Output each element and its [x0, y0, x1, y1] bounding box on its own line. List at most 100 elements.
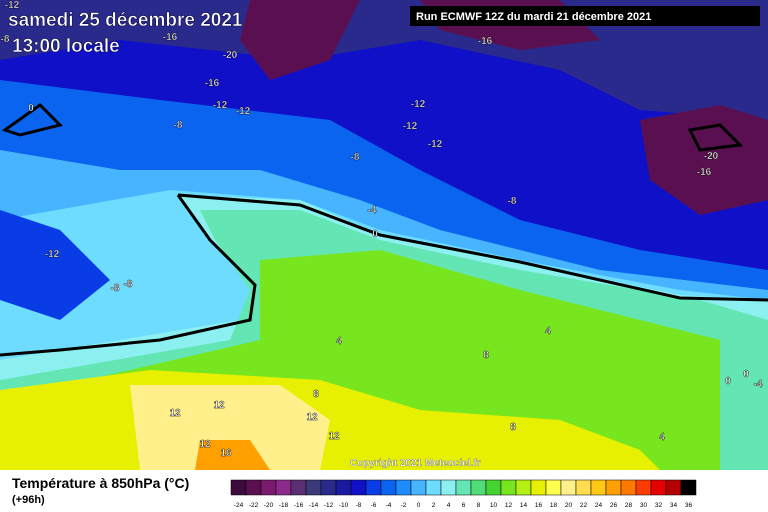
- scale-swatch: [365, 479, 382, 496]
- scale-swatch: [410, 479, 427, 496]
- scale-swatch: [320, 479, 337, 496]
- scale-swatch: [395, 479, 412, 496]
- scale-label: 8: [477, 502, 481, 509]
- scale-label: 12: [505, 502, 513, 509]
- scale-swatch: [230, 479, 247, 496]
- scale-swatch: [635, 479, 652, 496]
- scale-swatch: [545, 479, 562, 496]
- contour-label: -20: [223, 50, 238, 61]
- footer-lead: (+96h): [12, 494, 45, 506]
- scale-label: -8: [356, 502, 362, 509]
- contour-label: 0: [725, 376, 731, 387]
- contour-label: 16: [220, 448, 232, 459]
- scale-label: 32: [655, 502, 663, 509]
- scale-swatch: [485, 479, 502, 496]
- scale-label: 20: [565, 502, 573, 509]
- contour-label: 0: [28, 103, 34, 114]
- contour-label: -4: [754, 379, 763, 390]
- scale-label: 4: [447, 502, 451, 509]
- scale-label: -4: [386, 502, 392, 509]
- scale-label: 6: [462, 502, 466, 509]
- contour-label: 8: [483, 350, 489, 361]
- contour-label: 12: [169, 408, 181, 419]
- contour-labels: -12 -8 -16 -20 -16 -16 -12 -12 -8 0 -12 -12 -12 -8 -20…: [0, 0, 763, 459]
- contour-label: -12: [236, 106, 251, 117]
- footer-title: Température à 850hPa (°C): [12, 475, 189, 491]
- scale-label: -14: [309, 502, 319, 509]
- scale-swatch: [560, 479, 577, 496]
- scale-swatch: [470, 479, 487, 496]
- scale-label: -12: [324, 502, 334, 509]
- contour-label: -12: [213, 100, 228, 111]
- time-label: 13:00 locale: [12, 36, 120, 57]
- scale-swatch: [380, 479, 397, 496]
- contour-label: -8: [124, 279, 133, 290]
- scale-swatch: [620, 479, 637, 496]
- scale-swatch: [350, 479, 367, 496]
- scale-label: 14: [520, 502, 528, 509]
- scale-swatch: [680, 479, 697, 496]
- contour-label: -16: [478, 36, 493, 47]
- contour-label: -8: [351, 152, 360, 163]
- contour-label: 4: [336, 336, 342, 347]
- scale-label: 36: [685, 502, 693, 509]
- scale-label: 18: [550, 502, 558, 509]
- scale-label: 30: [640, 502, 648, 509]
- scale-label: -2: [401, 502, 407, 509]
- scale-swatch: [500, 479, 517, 496]
- contour-label: -16: [697, 167, 712, 178]
- contour-label: -16: [163, 32, 178, 43]
- scale-swatch: [575, 479, 592, 496]
- contour-label: 4: [545, 326, 551, 337]
- scale-swatch: [305, 479, 322, 496]
- contour-label: 0: [743, 369, 749, 380]
- scale-label: -24: [234, 502, 244, 509]
- scale-label: -16: [294, 502, 304, 509]
- scale-label: -10: [339, 502, 349, 509]
- contour-label: -16: [205, 78, 220, 89]
- contour-label: -8: [174, 120, 183, 131]
- contour-label: 0: [372, 229, 378, 240]
- contour-label: 12: [328, 431, 340, 442]
- scale-swatch: [425, 479, 442, 496]
- scale-label: 26: [610, 502, 618, 509]
- scale-label: 2: [432, 502, 436, 509]
- scale-swatch: [650, 479, 667, 496]
- scale-label: -22: [249, 502, 259, 509]
- scale-swatch: [455, 479, 472, 496]
- contour-label: -20: [704, 151, 719, 162]
- contour-label: -12: [428, 139, 443, 150]
- scale-swatch: [440, 479, 457, 496]
- color-scale: -24 -22 -20 -18 -16 -14 -12 -10 -8 -6 -4 -2 0 2 4 6 8 10 1…: [230, 479, 697, 509]
- contour-label: -12: [403, 121, 418, 132]
- scale-label: 24: [595, 502, 603, 509]
- scale-label: -6: [371, 502, 377, 509]
- scale-swatch: [665, 479, 682, 496]
- scale-label: -20: [264, 502, 274, 509]
- date-label: samedi 25 décembre 2021: [8, 10, 243, 31]
- contour-label: -8: [508, 196, 517, 207]
- scale-label: 16: [535, 502, 543, 509]
- contour-label: 8: [313, 389, 319, 400]
- contour-label: -8: [1, 34, 10, 45]
- contour-label: 12: [306, 412, 318, 423]
- contour-label: -12: [5, 0, 20, 11]
- scale-swatch: [335, 479, 352, 496]
- run-box: [410, 6, 760, 26]
- scale-swatch: [245, 479, 262, 496]
- scale-swatch: [515, 479, 532, 496]
- contour-label: -12: [45, 249, 60, 260]
- contour-label: -12: [411, 99, 426, 110]
- contour-label: 4: [659, 432, 665, 443]
- scale-label: 10: [490, 502, 498, 509]
- map-background: [0, 0, 768, 470]
- contour-label: -8: [111, 283, 120, 294]
- scale-swatch: [275, 479, 292, 496]
- scale-swatch: [605, 479, 622, 496]
- contour-label: 12: [213, 400, 225, 411]
- scale-swatch: [530, 479, 547, 496]
- contour-label: 8: [510, 422, 516, 433]
- contour-label: -4: [368, 205, 377, 216]
- scale-swatch: [260, 479, 277, 496]
